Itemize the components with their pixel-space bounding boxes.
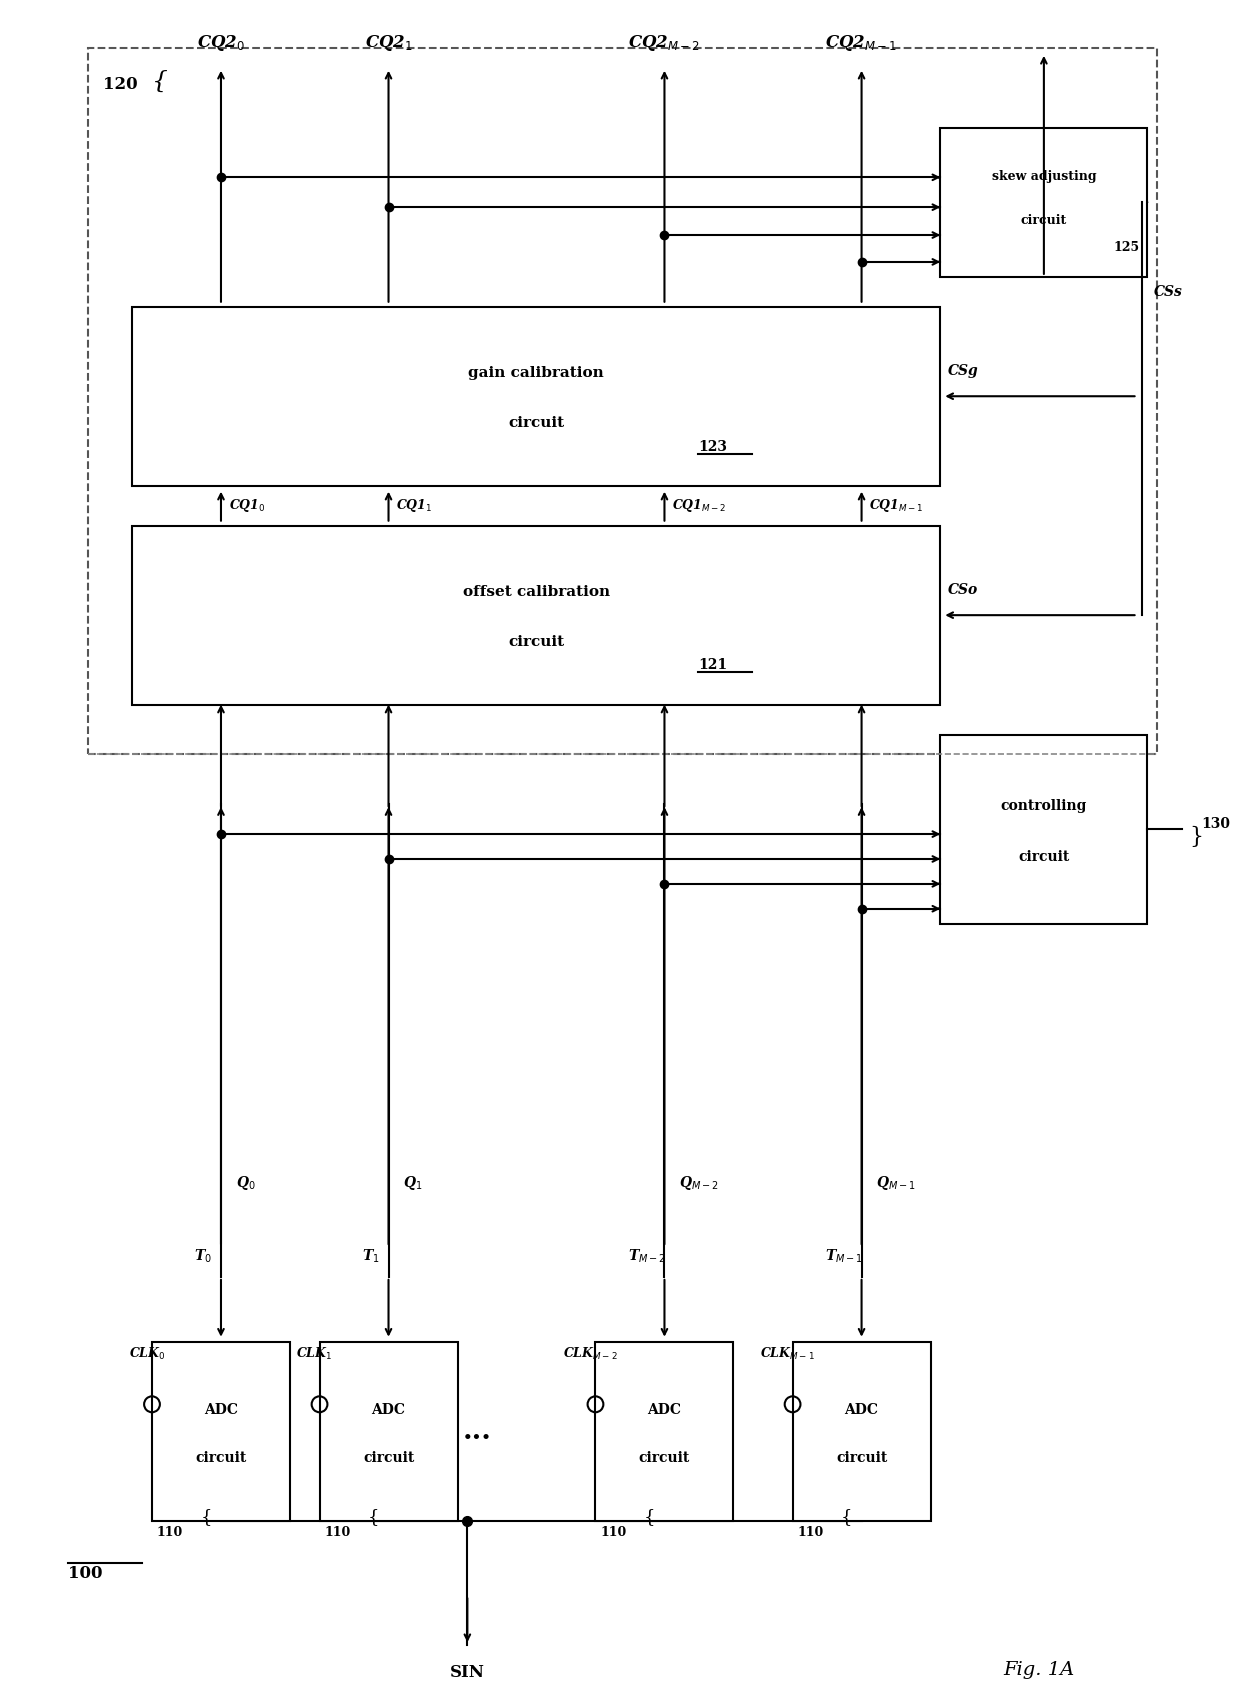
Text: circuit: circuit bbox=[1021, 213, 1066, 227]
Text: circuit: circuit bbox=[363, 1452, 414, 1465]
Bar bbox=[940, 128, 1147, 276]
Text: CQ1$_1$: CQ1$_1$ bbox=[397, 498, 433, 515]
Text: ADC: ADC bbox=[844, 1402, 879, 1416]
Text: circuit: circuit bbox=[836, 1452, 887, 1465]
Text: CLK$_{M-2}$: CLK$_{M-2}$ bbox=[563, 1346, 618, 1363]
Text: SIN: SIN bbox=[450, 1665, 485, 1682]
Text: circuit: circuit bbox=[508, 636, 564, 649]
Text: Q$_{M-2}$: Q$_{M-2}$ bbox=[680, 1174, 719, 1193]
Bar bbox=[792, 1341, 930, 1520]
Text: {: { bbox=[368, 1508, 379, 1525]
Text: CSo: CSo bbox=[949, 583, 978, 596]
Text: CQ2$_{M-1}$: CQ2$_{M-1}$ bbox=[826, 32, 898, 53]
Text: CQ1$_{M-2}$: CQ1$_{M-2}$ bbox=[672, 498, 727, 515]
Text: ADC: ADC bbox=[205, 1402, 238, 1416]
Text: circuit: circuit bbox=[508, 416, 564, 429]
Text: gain calibration: gain calibration bbox=[469, 366, 604, 380]
Text: CSg: CSg bbox=[949, 365, 980, 378]
Bar bbox=[133, 525, 940, 705]
Text: 123: 123 bbox=[698, 440, 727, 453]
Text: skew adjusting: skew adjusting bbox=[992, 170, 1096, 184]
Text: 125: 125 bbox=[1114, 242, 1140, 254]
Text: 130: 130 bbox=[1202, 818, 1230, 832]
Text: Q$_{M-1}$: Q$_{M-1}$ bbox=[877, 1174, 916, 1193]
Text: 110: 110 bbox=[325, 1525, 351, 1539]
Text: Q$_0$: Q$_0$ bbox=[236, 1174, 255, 1193]
Text: {: { bbox=[644, 1508, 656, 1525]
Text: circuit: circuit bbox=[196, 1452, 247, 1465]
Text: T$_1$: T$_1$ bbox=[362, 1247, 379, 1264]
Text: ADC: ADC bbox=[372, 1402, 405, 1416]
Text: circuit: circuit bbox=[1018, 850, 1070, 864]
Text: CQ2$_0$: CQ2$_0$ bbox=[197, 32, 246, 53]
Text: 110: 110 bbox=[797, 1525, 823, 1539]
Bar bbox=[153, 1341, 290, 1520]
Text: 121: 121 bbox=[698, 658, 727, 673]
Bar bbox=[595, 1341, 733, 1520]
Text: T$_{M-2}$: T$_{M-2}$ bbox=[627, 1247, 666, 1264]
Text: CSs: CSs bbox=[1154, 285, 1183, 298]
Text: T$_{M-1}$: T$_{M-1}$ bbox=[825, 1247, 863, 1264]
Text: 120: 120 bbox=[103, 75, 138, 92]
Bar bbox=[88, 48, 1157, 755]
Text: circuit: circuit bbox=[639, 1452, 691, 1465]
Text: T$_0$: T$_0$ bbox=[195, 1247, 212, 1264]
Text: CQ2$_{M-2}$: CQ2$_{M-2}$ bbox=[629, 32, 701, 53]
Text: ...: ... bbox=[463, 1418, 491, 1445]
Text: 110: 110 bbox=[157, 1525, 184, 1539]
Text: {: { bbox=[841, 1508, 853, 1525]
Bar bbox=[940, 734, 1147, 924]
Text: CLK$_0$: CLK$_0$ bbox=[129, 1346, 165, 1363]
Text: {: { bbox=[201, 1508, 212, 1525]
Text: controlling: controlling bbox=[1001, 799, 1087, 813]
Text: Q$_1$: Q$_1$ bbox=[403, 1174, 423, 1193]
Text: CQ1$_{M-1}$: CQ1$_{M-1}$ bbox=[869, 498, 924, 515]
Text: offset calibration: offset calibration bbox=[463, 584, 610, 598]
Text: CLK$_1$: CLK$_1$ bbox=[296, 1346, 332, 1363]
Bar bbox=[133, 307, 940, 486]
Text: ADC: ADC bbox=[647, 1402, 682, 1416]
Text: Fig. 1A: Fig. 1A bbox=[1003, 1661, 1075, 1678]
Text: CQ1$_0$: CQ1$_0$ bbox=[229, 498, 265, 515]
Text: 100: 100 bbox=[68, 1566, 103, 1583]
Text: 110: 110 bbox=[600, 1525, 626, 1539]
Bar bbox=[320, 1341, 458, 1520]
Text: CLK$_{M-1}$: CLK$_{M-1}$ bbox=[760, 1346, 815, 1363]
Text: {: { bbox=[1184, 823, 1199, 845]
Text: {: { bbox=[153, 70, 167, 92]
Text: CQ2$_1$: CQ2$_1$ bbox=[365, 32, 413, 53]
